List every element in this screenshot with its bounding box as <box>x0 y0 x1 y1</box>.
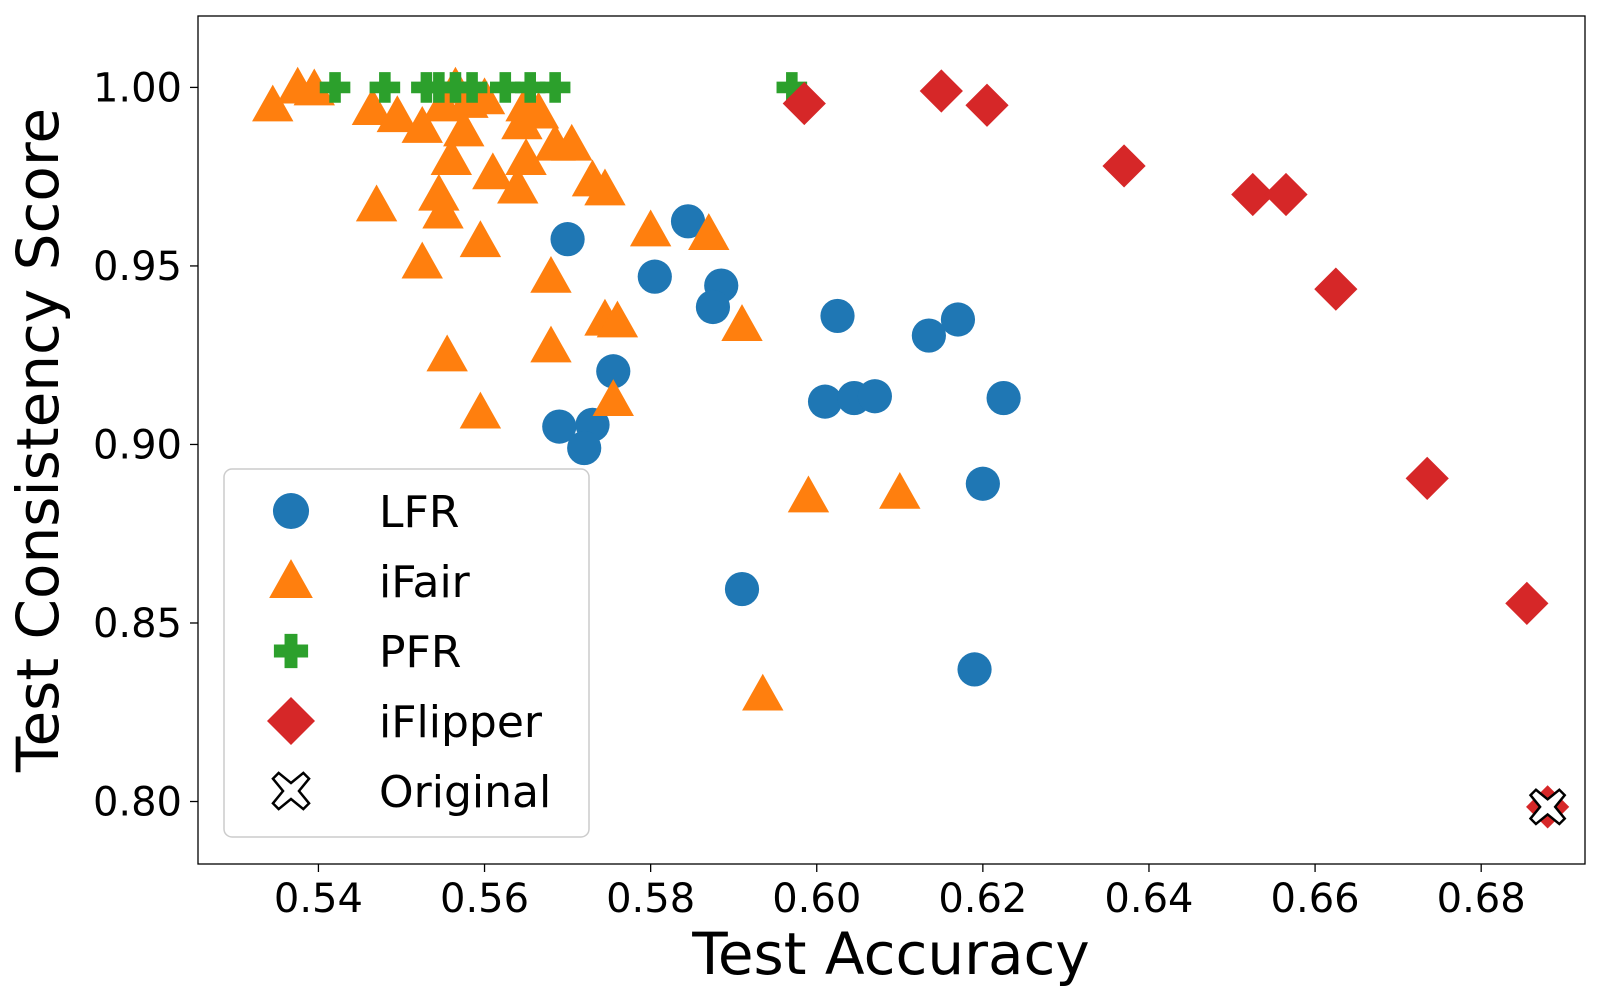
pfr-point-9 <box>539 72 571 103</box>
original-point-1 <box>1528 788 1567 826</box>
ifair-point-4 <box>351 88 394 125</box>
lfr-point-5 <box>695 289 731 325</box>
iflipper-point-4 <box>1102 144 1146 188</box>
y-axis-ticks: 1.00 0.95 0.90 0.85 0.80 <box>93 65 198 826</box>
x-axis-title: Test Accuracy <box>691 920 1089 988</box>
ifair-point-28 <box>530 255 572 293</box>
ifair-point-23 <box>418 173 460 211</box>
iflipper-point-7 <box>1314 267 1358 311</box>
y-tick-label-3: 0.90 <box>93 422 182 468</box>
lfr-point-12 <box>911 318 946 353</box>
lfr-point-11 <box>940 302 976 337</box>
ifair-point-40 <box>742 673 784 711</box>
x-tick-label-2: 0.56 <box>440 876 529 922</box>
x-tick-label-4: 0.60 <box>772 876 861 922</box>
ifair-point-11 <box>443 109 485 147</box>
ifair-point-18 <box>505 138 547 175</box>
lfr-point-9 <box>567 430 602 466</box>
ifair-point-27 <box>459 220 502 258</box>
ifair-point-33 <box>721 304 763 341</box>
pfr-point-6 <box>456 72 488 103</box>
ifair-point-3 <box>293 68 335 106</box>
ifair-point-34 <box>530 325 572 363</box>
y-tick-label-4: 0.85 <box>93 601 182 647</box>
lfr-point-3 <box>637 259 672 294</box>
ifair-point-6 <box>401 105 443 143</box>
lfr-point-7 <box>542 409 577 444</box>
data-points <box>252 66 1570 829</box>
ifair-point-24 <box>422 191 464 229</box>
ifair-point-29 <box>629 209 672 247</box>
ifair-point-20 <box>551 123 593 161</box>
legend-label-original: Original <box>379 767 551 818</box>
ifair-point-36 <box>592 379 634 416</box>
ifair-point-32 <box>596 300 639 338</box>
pfr-point-8 <box>514 72 546 103</box>
y-tick-label-2: 0.95 <box>93 244 182 290</box>
legend-box <box>223 468 590 838</box>
ifair-point-39 <box>879 471 921 509</box>
iflipper-point-6 <box>1264 172 1308 217</box>
pfr-point-4 <box>423 72 455 103</box>
iflipper-point-5 <box>1231 172 1275 217</box>
lfr-point-2 <box>670 204 706 239</box>
ifair-point-12 <box>430 138 473 175</box>
ifair-point-22 <box>584 168 626 206</box>
iflipper-point-8 <box>1405 456 1449 500</box>
legend-label-iflipper: iFlipper <box>379 697 543 748</box>
lfr-point-13 <box>807 384 843 419</box>
ifair-point-35 <box>426 334 468 372</box>
legend: LFR iFair PFR iFlipper Original <box>223 468 590 838</box>
lfr-point-17 <box>965 466 1000 501</box>
ifair-point-10 <box>463 77 506 115</box>
iflipper-point-3 <box>965 83 1009 127</box>
legend-marker-iflipper <box>267 697 315 745</box>
ifair-point-5 <box>376 95 419 133</box>
pfr-point-2 <box>369 72 401 103</box>
y-tick-label-5: 0.80 <box>93 780 182 826</box>
legend-marker-original <box>271 771 311 811</box>
y-tick-label-1: 1.00 <box>93 65 182 111</box>
ifair-point-1 <box>252 84 294 122</box>
lfr-point-15 <box>857 379 892 414</box>
x-tick-label-7: 0.66 <box>1271 876 1360 922</box>
legend-marker-lfr <box>272 492 310 530</box>
lfr-point-6 <box>596 354 631 389</box>
ifair-point-13 <box>472 152 514 190</box>
pfr-point-10 <box>776 72 808 103</box>
ifair-point-14 <box>497 166 539 204</box>
legend-marker-ifair <box>269 559 313 599</box>
lfr-point-19 <box>957 652 992 687</box>
lfr-point-18 <box>724 571 760 607</box>
plot-frame <box>197 15 1586 865</box>
ifair-point-38 <box>787 475 830 513</box>
ifair-point-37 <box>459 391 502 429</box>
pfr-point-7 <box>489 72 521 103</box>
ifair-point-25 <box>355 184 398 222</box>
lfr-point-16 <box>986 380 1021 416</box>
pfr-point-5 <box>440 72 471 103</box>
ifair-point-26 <box>401 241 443 279</box>
iflipper-point-2 <box>919 69 963 113</box>
ifair-point-30 <box>688 213 730 250</box>
pfr-point-1 <box>319 72 351 103</box>
y-axis-title: Test Consistency Score <box>4 108 72 773</box>
iflipper-point-9 <box>1505 581 1549 625</box>
x-tick-label-1: 0.54 <box>274 876 363 922</box>
ifair-point-17 <box>517 91 560 129</box>
legend-marker-pfr <box>273 633 309 669</box>
x-tick-label-5: 0.62 <box>938 876 1027 922</box>
x-axis-ticks: 0.54 0.56 0.58 0.60 0.62 0.64 0.66 0.68 <box>274 864 1526 922</box>
legend-label-pfr: PFR <box>379 627 461 678</box>
x-tick-label-8: 0.68 <box>1437 876 1526 922</box>
iflipper-point-1 <box>782 81 826 126</box>
x-tick-label-6: 0.64 <box>1104 876 1193 922</box>
lfr-point-1 <box>550 222 585 257</box>
legend-label-ifair: iFair <box>379 557 471 608</box>
x-tick-label-3: 0.58 <box>606 876 695 922</box>
legend-label-lfr: LFR <box>379 487 459 538</box>
lfr-point-10 <box>820 298 855 334</box>
